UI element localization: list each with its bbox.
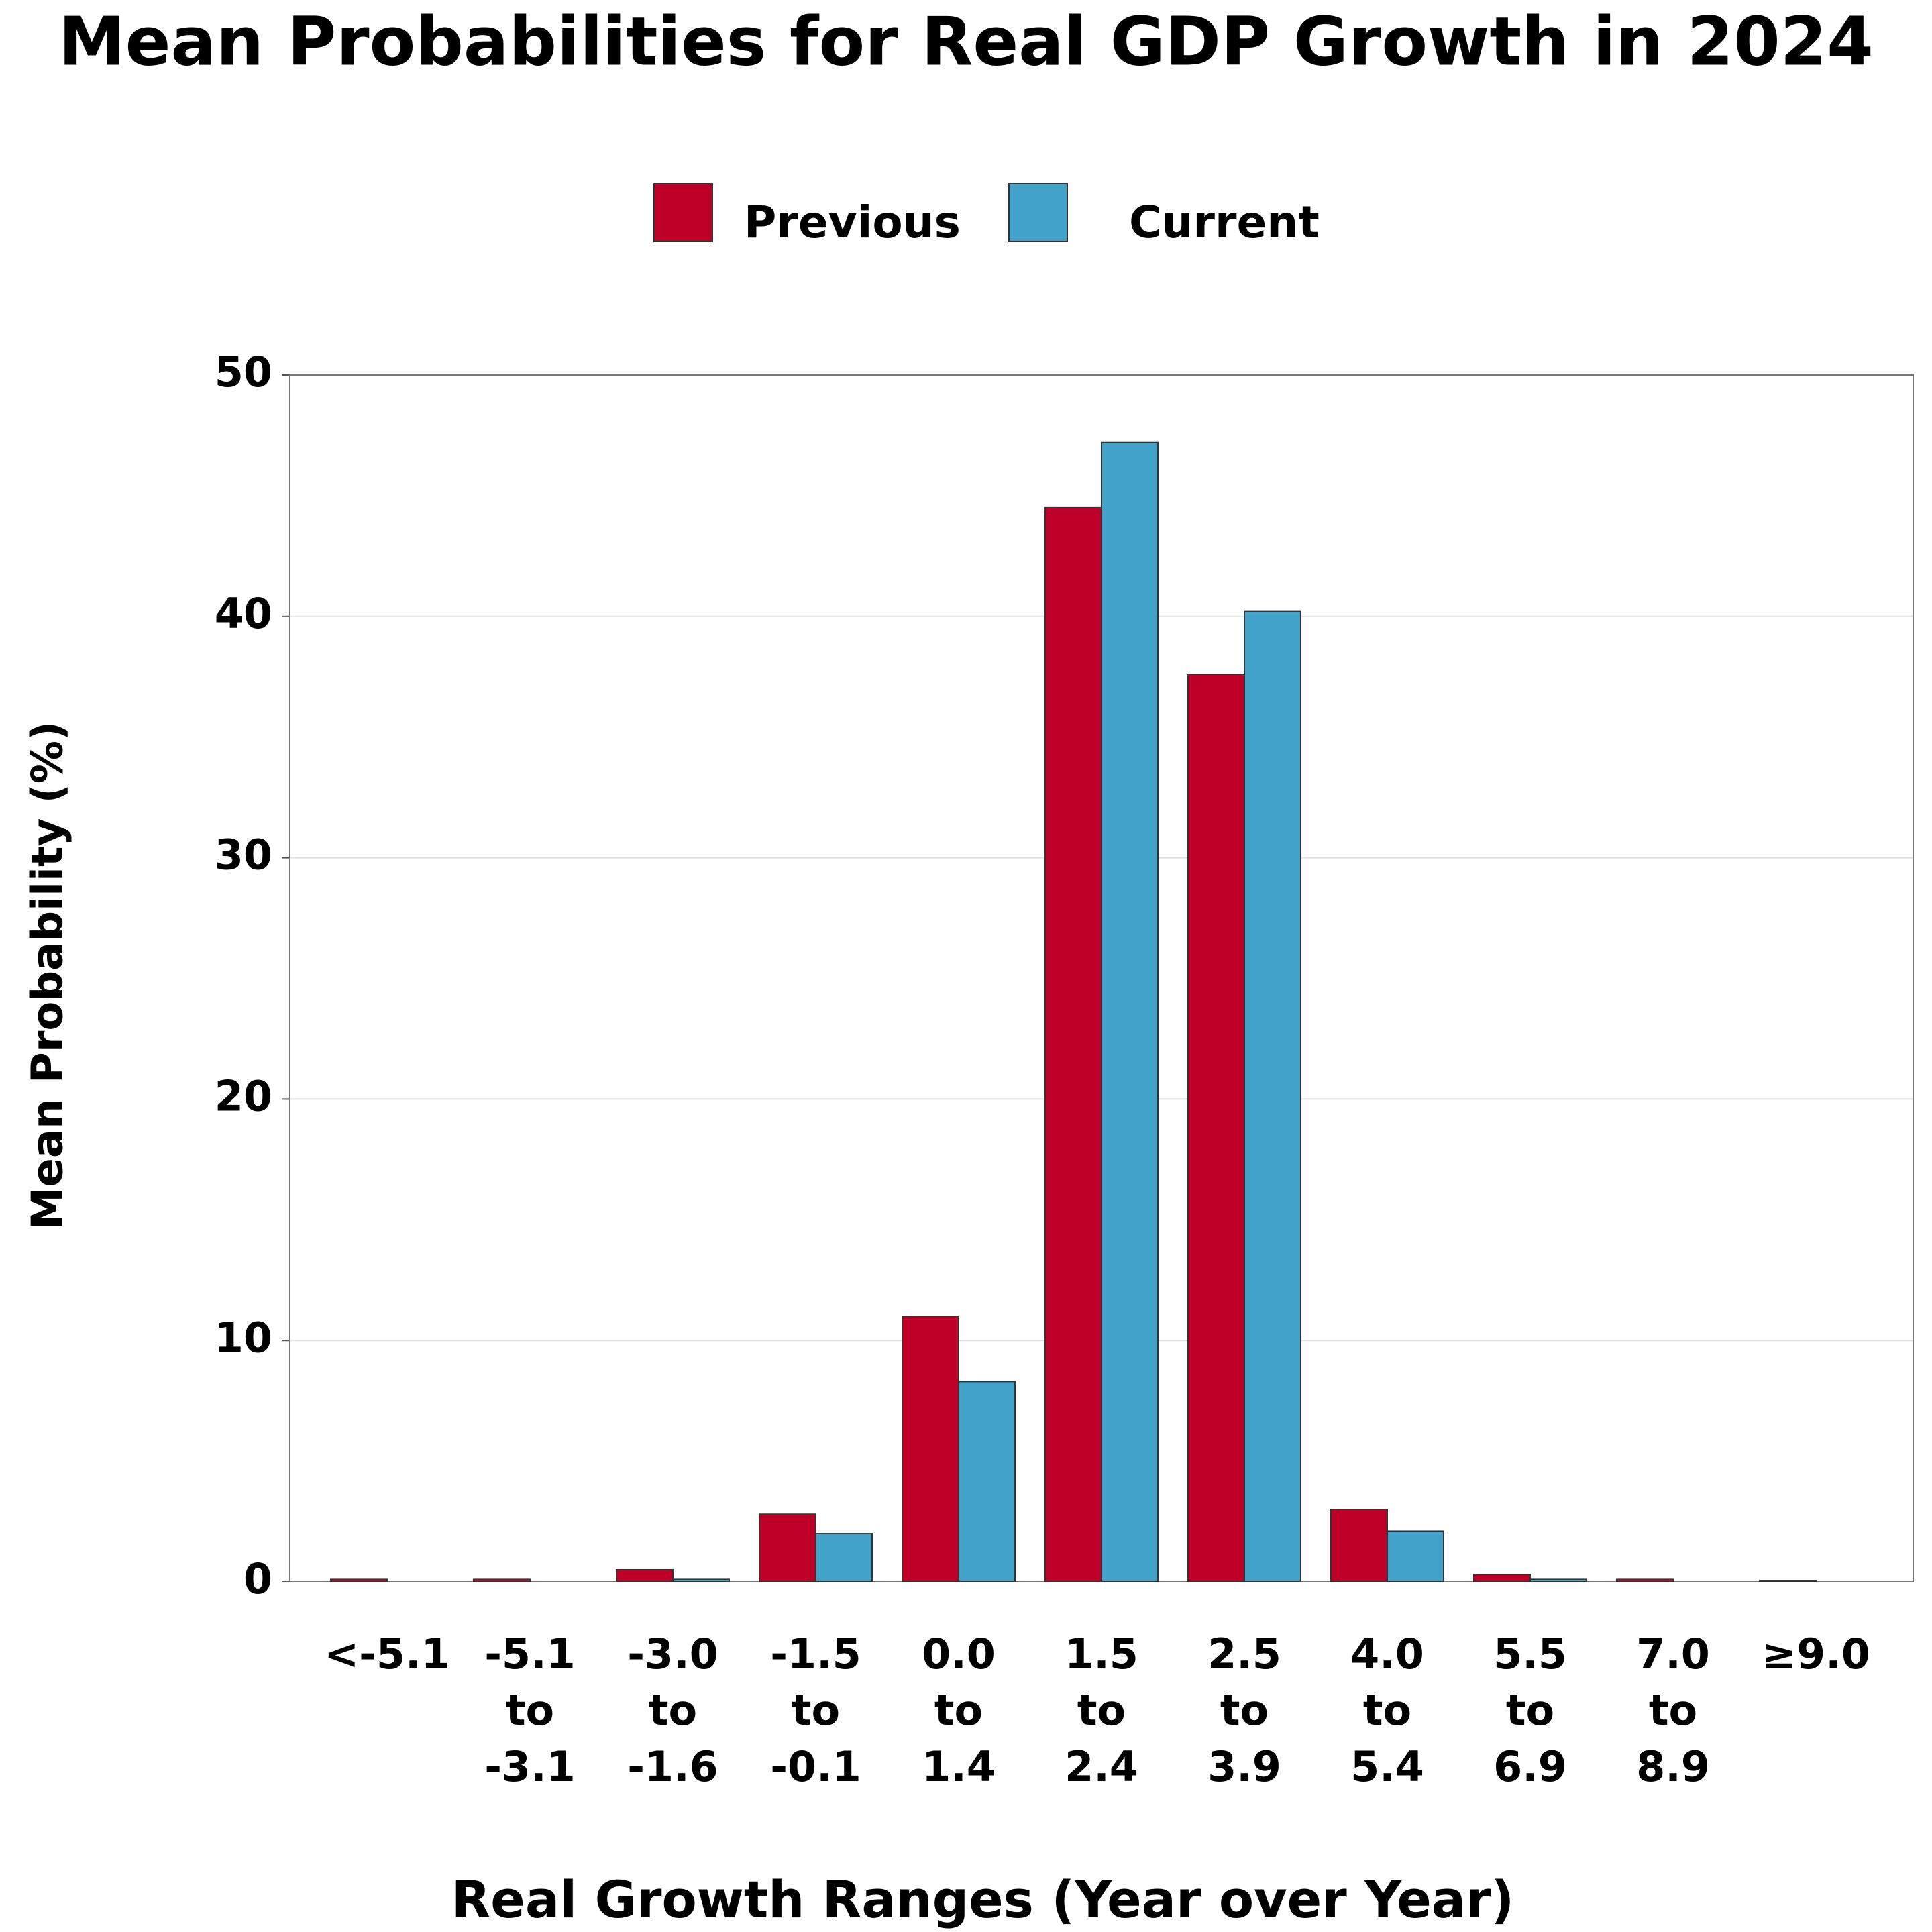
x-tick-label: 0.0 to 1.4: [922, 1629, 996, 1791]
x-axis-label: Real Growth Ranges (Year over Year): [451, 1870, 1515, 1929]
bar: [1101, 441, 1159, 1582]
y-tick-label: 40: [215, 589, 272, 638]
legend-label: Previous: [744, 197, 961, 248]
x-tick-line: to: [1363, 1686, 1411, 1735]
x-tick-label: <-5.1: [324, 1629, 450, 1678]
x-tick-line: -3.1: [484, 1742, 576, 1791]
x-tick-label: -5.1 to -3.1: [484, 1629, 576, 1791]
x-tick-line: to: [649, 1686, 697, 1735]
x-tick-label: 4.0 to 5.4: [1350, 1629, 1424, 1791]
x-tick-line: -5.1: [484, 1629, 576, 1678]
x-tick-line: -3.0: [627, 1629, 718, 1678]
bar: [616, 1569, 674, 1583]
x-tick-line: ≥9.0: [1762, 1629, 1870, 1678]
x-tick-label: 1.5 to 2.4: [1065, 1629, 1138, 1791]
x-tick-line: 2.5: [1208, 1629, 1281, 1678]
y-tick-label: 30: [215, 830, 272, 879]
x-tick-label: 5.5 to 6.9: [1493, 1629, 1567, 1791]
x-tick-label: ≥9.0: [1762, 1629, 1870, 1678]
x-tick-label: -3.0 to -1.6: [627, 1629, 718, 1791]
x-tick-line: to: [506, 1686, 554, 1735]
x-tick-line: 1.4: [922, 1742, 996, 1791]
x-tick-line: to: [792, 1686, 840, 1735]
bar: [473, 1578, 531, 1583]
bar: [330, 1578, 388, 1583]
x-tick-line: 2.4: [1065, 1742, 1138, 1791]
chart-title: Mean Probabilities for Real GDP Growth i…: [58, 2, 1874, 80]
x-tick-line: 5.4: [1350, 1742, 1424, 1791]
legend-label: Current: [1129, 197, 1320, 248]
bar: [1759, 1580, 1817, 1582]
bar: [1187, 674, 1245, 1582]
x-tick-line: 3.9: [1208, 1742, 1281, 1791]
x-tick-line: 7.0: [1636, 1629, 1710, 1678]
y-tick-label: 20: [215, 1071, 272, 1120]
x-tick-line: <-5.1: [324, 1629, 450, 1678]
x-tick-line: -1.6: [627, 1742, 718, 1791]
bar: [902, 1316, 959, 1582]
bar: [1473, 1574, 1531, 1583]
bar: [672, 1578, 730, 1583]
bar: [1330, 1509, 1388, 1583]
x-tick-line: 0.0: [922, 1629, 996, 1678]
y-tick-label: 10: [215, 1313, 272, 1362]
bar: [759, 1513, 816, 1583]
y-axis-label: Mean Probability (%): [23, 721, 73, 1230]
legend-swatch: [1008, 183, 1068, 242]
x-tick-line: to: [1649, 1686, 1697, 1735]
x-tick-line: 1.5: [1065, 1629, 1138, 1678]
y-tick-label: 0: [244, 1554, 272, 1603]
x-tick-line: to: [1077, 1686, 1126, 1735]
x-tick-line: 8.9: [1636, 1742, 1710, 1791]
x-tick-line: 6.9: [1493, 1742, 1567, 1791]
bar: [1244, 610, 1301, 1582]
bar: [1387, 1530, 1444, 1582]
bar: [1529, 1578, 1587, 1583]
x-tick-label: 2.5 to 3.9: [1208, 1629, 1281, 1791]
bar: [815, 1533, 873, 1583]
x-tick-line: -1.5: [770, 1629, 861, 1678]
x-tick-line: to: [934, 1686, 983, 1735]
y-tick-label: 50: [215, 347, 272, 396]
x-tick-line: 4.0: [1350, 1629, 1424, 1678]
bar: [1044, 506, 1102, 1582]
x-tick-line: 5.5: [1493, 1629, 1567, 1678]
x-tick-line: -0.1: [770, 1742, 861, 1791]
bar: [1616, 1578, 1674, 1583]
x-tick-label: 7.0 to 8.9: [1636, 1629, 1710, 1791]
x-tick-line: to: [1220, 1686, 1269, 1735]
bar: [958, 1381, 1016, 1582]
x-tick-line: to: [1506, 1686, 1554, 1735]
x-tick-label: -1.5 to -0.1: [770, 1629, 861, 1791]
legend-swatch: [653, 183, 713, 242]
